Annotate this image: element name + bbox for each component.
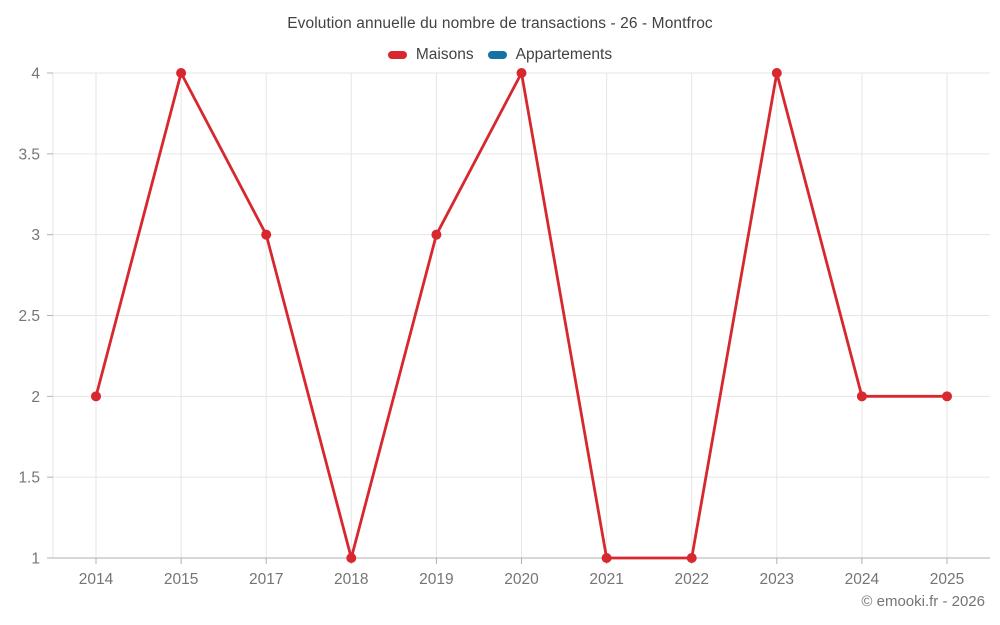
chart-title: Evolution annuelle du nombre de transact…: [287, 15, 713, 32]
x-tick-label: 2015: [164, 571, 198, 588]
y-tick-label: 3: [31, 227, 40, 244]
y-tick-label: 1: [31, 551, 40, 568]
x-tick-label: 2022: [674, 571, 708, 588]
data-point-maisons-2025[interactable]: [942, 391, 952, 402]
chart-legend: Maisons Appartements: [0, 46, 1000, 64]
data-point-maisons-2019[interactable]: [431, 229, 442, 240]
data-point-maisons-2018[interactable]: [346, 553, 357, 563]
maisons-legend-swatch: [387, 51, 407, 59]
x-tick-label: 2025: [930, 571, 964, 588]
x-tick-label: 2021: [589, 571, 623, 588]
y-tick-label: 3.5: [18, 146, 40, 163]
appartements-legend-swatch: [487, 51, 507, 59]
x-tick-label: 2017: [249, 571, 283, 588]
y-tick-label: 2: [31, 389, 40, 406]
data-point-maisons-2022[interactable]: [686, 553, 697, 563]
data-point-maisons-2017[interactable]: [261, 229, 272, 240]
legend-item-maisons[interactable]: Maisons: [387, 46, 474, 64]
y-tick-label: 2.5: [18, 308, 40, 325]
data-point-maisons-2024[interactable]: [856, 391, 867, 402]
appartements-legend-label: Appartements: [515, 46, 613, 63]
data-point-maisons-2021[interactable]: [601, 553, 612, 563]
maisons-legend-label: Maisons: [415, 46, 474, 63]
copyright: © emooki.fr - 2026: [861, 593, 985, 610]
data-point-maisons-2015[interactable]: [176, 68, 187, 78]
x-tick-label: 2023: [760, 571, 794, 588]
data-point-maisons-2020[interactable]: [516, 68, 527, 78]
data-point-maisons-2023[interactable]: [771, 68, 782, 78]
x-tick-label: 2019: [419, 571, 453, 588]
x-tick-label: 2020: [504, 571, 539, 588]
x-tick-label: 2014: [79, 571, 114, 588]
x-tick-label: 2018: [334, 571, 368, 588]
y-tick-label: 4: [31, 66, 40, 83]
legend-item-appartements[interactable]: Appartements: [487, 46, 613, 64]
y-tick-label: 1.5: [18, 470, 40, 487]
data-point-maisons-2014[interactable]: [91, 391, 101, 402]
x-tick-label: 2024: [845, 571, 880, 588]
